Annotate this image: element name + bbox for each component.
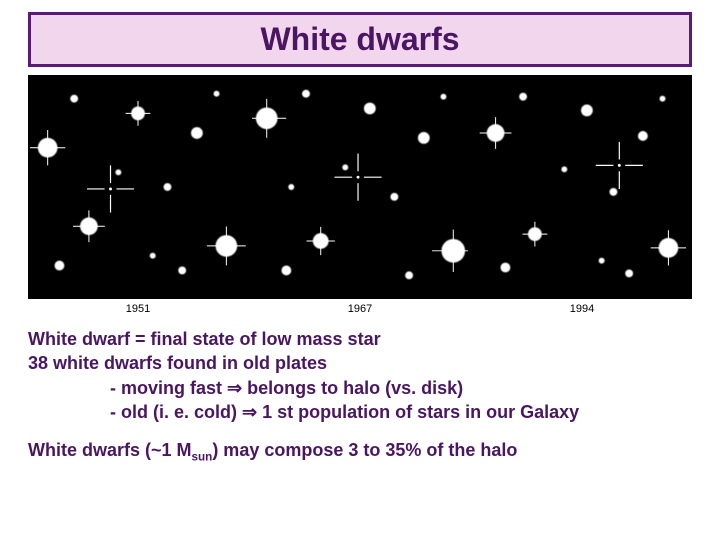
year-label: 1967 — [346, 303, 374, 315]
bullet-pre: - moving fast — [110, 378, 227, 398]
panel-1994: 1994 — [474, 77, 690, 297]
starfield-1951 — [30, 77, 246, 297]
bullet-post: 1 st population of stars in our Galaxy — [257, 402, 579, 422]
image-panels: 1951 1967 1994 — [28, 75, 692, 299]
bullet-post: belongs to halo (vs. disk) — [242, 378, 463, 398]
final-sub: sun — [192, 451, 213, 464]
bullet-pre: - old (i. e. cold) — [110, 402, 242, 422]
arrow-icon: ⇒ — [242, 402, 257, 422]
text-line: 38 white dwarfs found in old plates — [28, 351, 692, 375]
panel-1967: 1967 — [252, 77, 468, 297]
final-post: ) may compose 3 to 35% of the halo — [212, 440, 517, 460]
bullet-line: - old (i. e. cold) ⇒ 1 st population of … — [28, 400, 692, 424]
year-label: 1951 — [124, 303, 152, 315]
starfield-1994 — [474, 77, 690, 297]
title-box: White dwarfs — [28, 12, 692, 67]
panel-1951: 1951 — [30, 77, 246, 297]
final-pre: White dwarfs (~1 M — [28, 440, 192, 460]
arrow-icon: ⇒ — [227, 378, 242, 398]
final-line: White dwarfs (~1 Msun) may compose 3 to … — [28, 438, 692, 465]
year-label: 1994 — [568, 303, 596, 315]
starfield-1967 — [252, 77, 468, 297]
body-text: White dwarf = final state of low mass st… — [28, 327, 692, 466]
spacer — [28, 424, 692, 438]
text-line: White dwarf = final state of low mass st… — [28, 327, 692, 351]
page-title: White dwarfs — [260, 21, 459, 57]
bullet-line: - moving fast ⇒ belongs to halo (vs. dis… — [28, 376, 692, 400]
